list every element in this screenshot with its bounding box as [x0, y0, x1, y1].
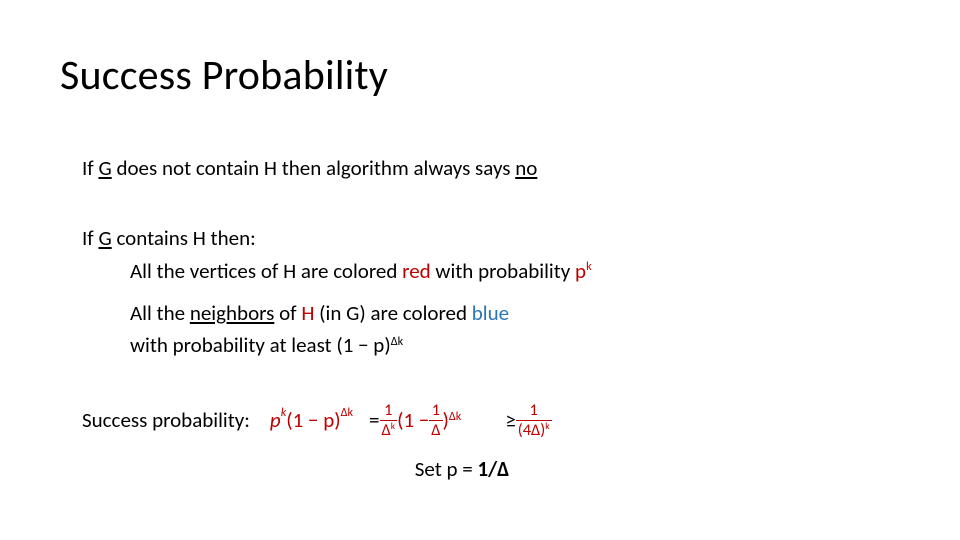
den: Δk: [380, 422, 398, 438]
blue-word: blue: [472, 300, 509, 326]
set-p-line: Set p = 1/Δ: [252, 456, 672, 482]
text: If: [82, 155, 98, 181]
term-pk: pk: [270, 407, 286, 433]
line-vertices-red: All the vertices of H are colored red wi…: [82, 258, 882, 284]
frac-1-over-dk: 1 Δk: [380, 402, 398, 438]
g-underlined: G: [98, 155, 111, 181]
one-over-delta: 1/Δ: [477, 456, 509, 482]
text: with probability at least: [130, 332, 336, 358]
p-base: p: [575, 258, 586, 284]
open: (1 −: [397, 407, 429, 433]
line-contains: If G contains H then:: [82, 225, 882, 251]
slide: Success Probability If G does not contai…: [0, 0, 960, 540]
den: Δ: [429, 422, 442, 438]
text: of: [274, 300, 301, 326]
text: If: [82, 225, 98, 251]
base: (1 − p): [336, 332, 390, 358]
text: contains H then:: [112, 225, 256, 251]
success-prob-row: Success probability: pk (1 − p)Δk = 1 Δk…: [82, 402, 882, 438]
text: (in G) are colored: [314, 300, 471, 326]
spacer: [82, 290, 882, 300]
spacer: [82, 364, 882, 402]
line-no-contain: If G does not contain H then algorithm a…: [82, 155, 882, 181]
pk: pk: [575, 258, 592, 284]
text: Set p =: [415, 456, 478, 482]
spacer: [82, 187, 882, 225]
frac-1-over-d: 1 Δ: [429, 402, 442, 438]
geq: ≥: [505, 407, 515, 433]
text: with probability: [431, 258, 575, 284]
neighbors-underlined: neighbors: [190, 300, 275, 326]
equals: =: [369, 407, 379, 433]
p-base: p: [270, 407, 281, 433]
no-underlined: no: [515, 155, 537, 181]
exp: Δk: [341, 405, 353, 420]
red-word: red: [402, 258, 431, 284]
slide-title: Success Probability: [60, 50, 388, 101]
num: 1: [528, 402, 540, 418]
exp: Δk: [391, 334, 403, 349]
den: (4Δ)k: [516, 422, 552, 438]
slide-body: If G does not contain H then algorithm a…: [82, 155, 882, 482]
text: All the vertices of H are colored: [130, 258, 402, 284]
g-underlined: G: [98, 225, 111, 251]
close: )Δk: [443, 407, 462, 433]
base: (1 − p): [286, 407, 340, 433]
num: 1: [382, 402, 394, 418]
sp-label: Success probability:: [82, 407, 250, 433]
line-prob-at-least: with probability at least (1 − p)Δk: [82, 332, 882, 358]
num: 1: [430, 402, 442, 418]
frac-1-over-4dk: 1 (4Δ)k: [516, 402, 552, 438]
k-exp: k: [281, 405, 287, 420]
h-red: H: [301, 300, 314, 326]
line-neighbors-blue: All the neighbors of H (in G) are colore…: [82, 300, 882, 326]
k-exp: k: [586, 259, 592, 274]
text: does not contain H then algorithm always…: [112, 155, 516, 181]
text: All the: [130, 300, 190, 326]
term-1mp-dk: (1 − p)Δk: [286, 407, 353, 433]
